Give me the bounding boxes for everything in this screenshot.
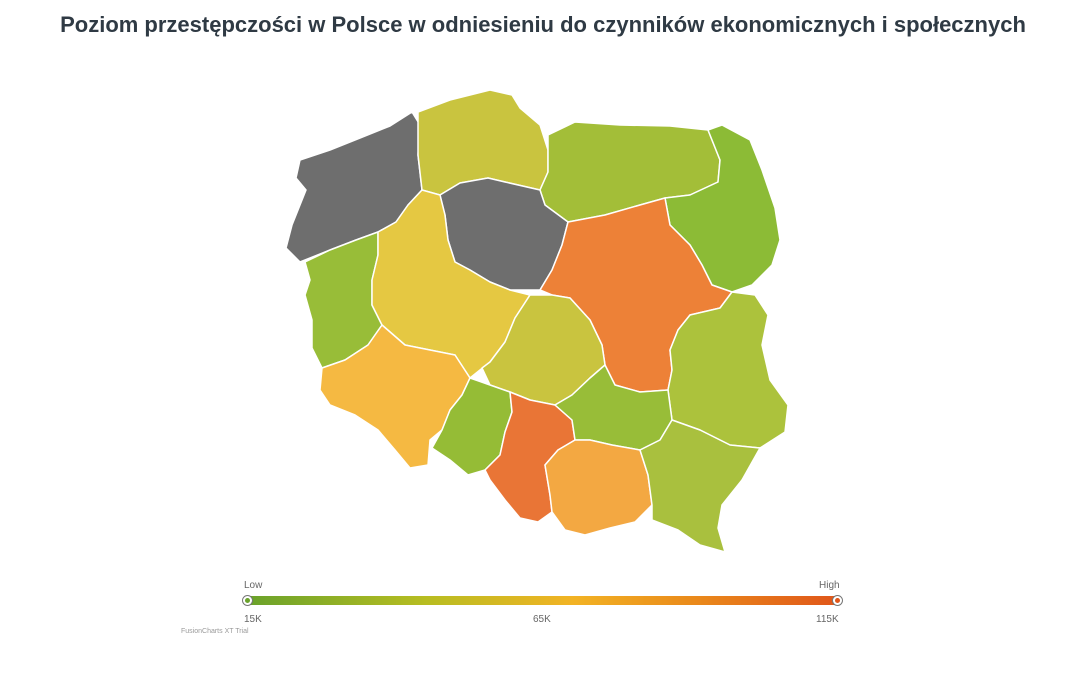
region-podkarpackie[interactable] bbox=[639, 419, 761, 553]
watermark-text: FusionCharts XT Trial bbox=[181, 628, 249, 635]
legend-low-label: Low bbox=[244, 580, 263, 591]
legend-min-value: 15K bbox=[244, 614, 262, 625]
legend-min-handle-dot bbox=[245, 598, 250, 603]
legend-min-slider-handle[interactable] bbox=[242, 595, 253, 606]
legend-high-label: High bbox=[819, 580, 840, 591]
legend-mid-value: 65K bbox=[533, 614, 551, 625]
legend-max-value: 115K bbox=[816, 614, 839, 625]
chart-title: Poziom przestępczości w Polsce w odniesi… bbox=[60, 12, 1026, 37]
legend-max-slider-handle[interactable] bbox=[832, 595, 843, 606]
legend-gradient-bar bbox=[248, 596, 838, 605]
legend-max-handle-dot bbox=[835, 598, 840, 603]
region-malopolskie[interactable] bbox=[544, 439, 653, 536]
